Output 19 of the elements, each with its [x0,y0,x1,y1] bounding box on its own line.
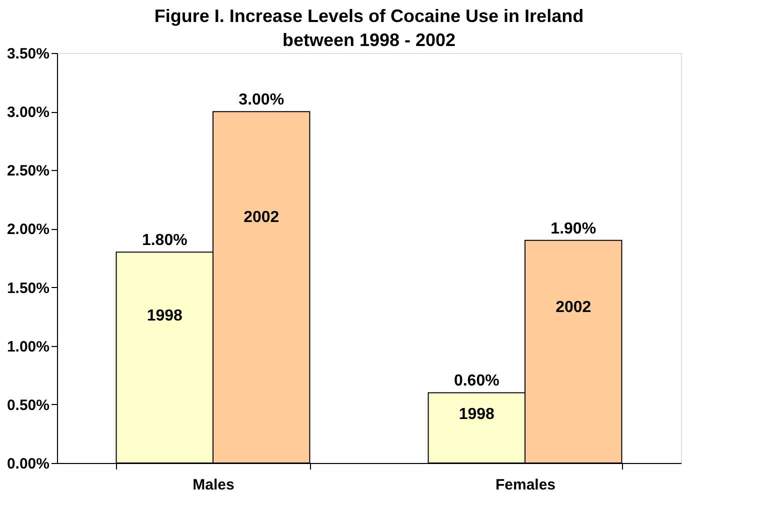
y-tick-label: 0.50% [6,396,50,414]
y-tick-label: 3.50% [6,46,50,62]
y-tick-label: 0.00% [6,456,50,472]
data-label: 0.60% [454,372,500,390]
x-tick-label: Females [495,476,556,494]
y-tick-label: 1.00% [6,338,50,356]
text: 2002 [556,299,592,316]
data-label: 1.80% [142,232,188,250]
y-tick-label: 2.50% [6,162,50,180]
chart-title: Figure I. Increase Levels of Cocaine Use in Ireland between 1998 - 2002 [154,6,584,50]
y-tick-label: 3.00% [6,104,50,122]
data-label: 1.90% [550,220,596,238]
series-label: 1998 [458,406,495,423]
y-tick-label: 2.00% [6,221,50,238]
text: 1998 [146,307,182,324]
series-label: 2002 [244,209,280,226]
y-tick-label: 1.50% [6,280,50,297]
x-tick-label: Males [192,476,234,494]
data-label: 3.00% [238,92,284,109]
